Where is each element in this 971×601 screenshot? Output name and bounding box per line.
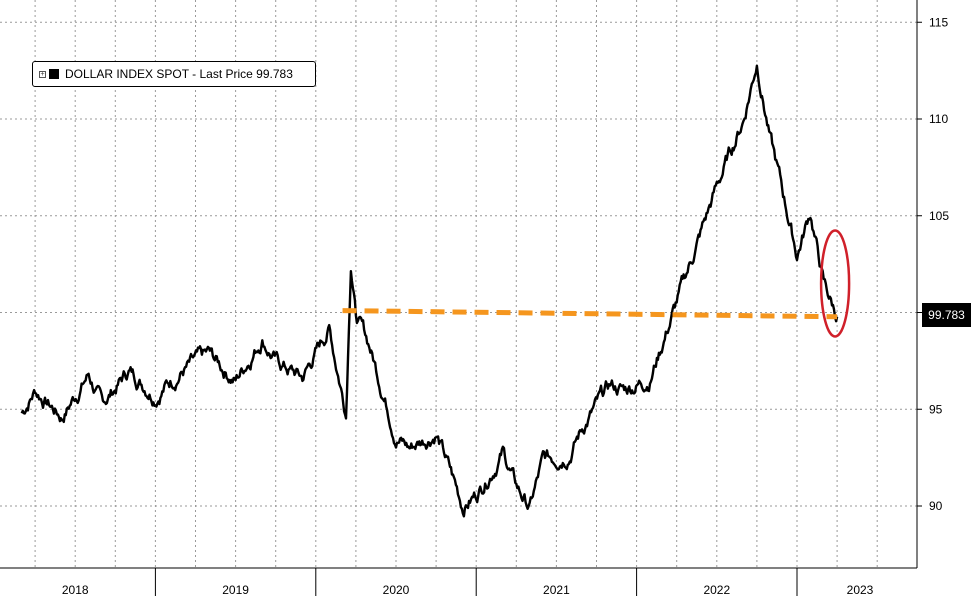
x-tick-label: 2019 xyxy=(222,583,249,596)
x-tick-label: 2023 xyxy=(847,583,874,596)
expand-icon[interactable]: + xyxy=(39,70,46,78)
x-tick-label: 2021 xyxy=(543,583,570,596)
legend[interactable]: + DOLLAR INDEX SPOT - Last Price 99.783 xyxy=(32,61,316,87)
y-tick-label: 105 xyxy=(929,209,949,223)
legend-label: DOLLAR INDEX SPOT - Last Price 99.783 xyxy=(65,67,293,81)
last-price-tag: 99.783 xyxy=(922,303,971,327)
y-tick-label: 95 xyxy=(929,402,943,416)
series-line-dollar-index xyxy=(20,64,839,518)
legend-swatch xyxy=(49,69,59,79)
highlight-ellipse xyxy=(819,229,851,338)
y-tick-label: 115 xyxy=(929,15,948,29)
y-tick-label: 110 xyxy=(929,112,948,126)
x-tick-label: 2020 xyxy=(383,583,410,596)
y-tick-label: 90 xyxy=(929,499,943,513)
x-tick-label: 2018 xyxy=(62,583,89,596)
x-tick-label: 2022 xyxy=(703,583,730,596)
reference-line-dashed xyxy=(342,308,838,320)
